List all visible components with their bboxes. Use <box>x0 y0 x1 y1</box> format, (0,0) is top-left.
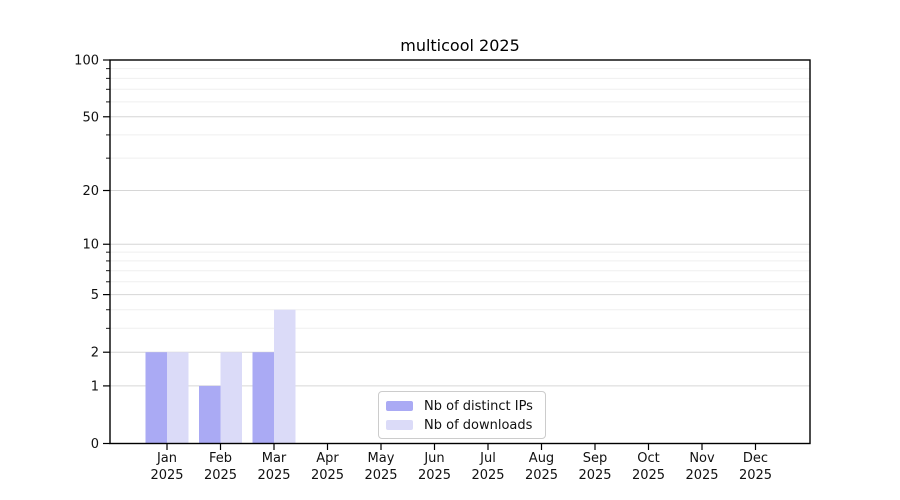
y-tick-label: 50 <box>82 110 99 125</box>
legend-label-downloads: Nb of downloads <box>424 417 533 433</box>
chart-title: multicool 2025 <box>400 36 520 55</box>
y-tick-label: 10 <box>82 238 99 253</box>
x-tick-label-year: 2025 <box>578 468 611 483</box>
bar-mar-distinct-ips <box>252 352 274 444</box>
legend: Nb of distinct IPs Nb of downloads <box>378 391 546 439</box>
x-tick-label-month: Nov <box>689 451 715 466</box>
x-tick-label-month: Feb <box>209 451 232 466</box>
x-tick-label-month: Aug <box>529 451 554 466</box>
bar-jan-distinct-ips <box>145 352 167 444</box>
bar-feb-downloads <box>220 352 242 444</box>
y-tick-label: 2 <box>91 346 99 361</box>
x-tick-label-year: 2025 <box>257 468 290 483</box>
legend-swatch-distinct-ips <box>386 401 413 411</box>
legend-swatch-downloads <box>386 420 413 430</box>
x-tick-label-month: Apr <box>316 451 339 466</box>
y-tick-label: 20 <box>82 184 99 199</box>
bar-mar-downloads <box>274 309 296 444</box>
x-tick-label-month: Jul <box>479 451 496 466</box>
x-tick-label-year: 2025 <box>525 468 558 483</box>
bar-jan-downloads <box>167 352 189 444</box>
legend-item-distinct-ips: Nb of distinct IPs <box>386 398 537 414</box>
x-tick-label-year: 2025 <box>471 468 504 483</box>
x-tick-label-month: Jun <box>423 451 444 466</box>
x-tick-label-year: 2025 <box>739 468 772 483</box>
bar-feb-distinct-ips <box>199 385 221 444</box>
y-tick-label: 5 <box>91 288 99 303</box>
x-tick-label-month: Dec <box>743 451 768 466</box>
x-tick-label-month: May <box>368 451 395 466</box>
x-tick-label-month: Jan <box>156 451 177 466</box>
x-tick-label-year: 2025 <box>204 468 237 483</box>
x-tick-label-month: Sep <box>583 451 608 466</box>
y-tick-label: 0 <box>91 437 99 452</box>
x-tick-label-year: 2025 <box>364 468 397 483</box>
x-tick-label-year: 2025 <box>632 468 665 483</box>
x-tick-label-year: 2025 <box>418 468 451 483</box>
legend-label-distinct-ips: Nb of distinct IPs <box>424 398 533 414</box>
x-tick-label-year: 2025 <box>150 468 183 483</box>
y-tick-label: 100 <box>74 54 99 69</box>
legend-item-downloads: Nb of downloads <box>386 417 537 433</box>
x-tick-label-month: Mar <box>262 451 287 466</box>
x-tick-label-year: 2025 <box>685 468 718 483</box>
y-tick-label: 1 <box>91 379 99 394</box>
x-tick-label-month: Oct <box>637 451 659 466</box>
x-tick-label-year: 2025 <box>311 468 344 483</box>
